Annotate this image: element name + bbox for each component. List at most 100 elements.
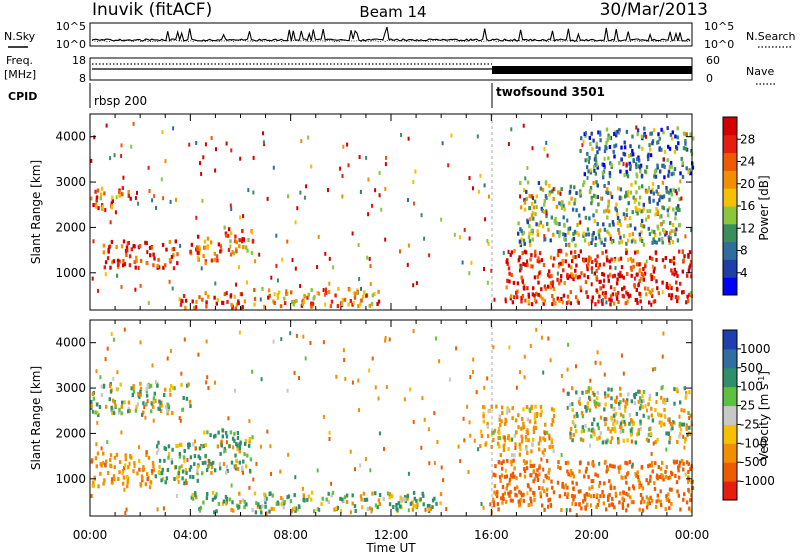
data-cell xyxy=(557,249,560,253)
data-cell xyxy=(645,408,648,413)
data-cell xyxy=(159,409,163,413)
data-cell xyxy=(296,206,299,211)
data-cell xyxy=(378,171,381,175)
data-cell xyxy=(530,442,534,447)
data-cell xyxy=(645,292,648,297)
data-cell xyxy=(265,496,268,501)
data-cell xyxy=(353,295,357,300)
data-cell xyxy=(216,258,219,263)
data-cell xyxy=(244,441,247,446)
data-cell xyxy=(533,199,537,204)
data-cell xyxy=(624,301,627,306)
data-cell xyxy=(509,473,513,478)
data-cell xyxy=(677,493,680,498)
data-cell xyxy=(653,299,657,304)
data-cell xyxy=(603,292,606,297)
data-cell xyxy=(411,500,414,505)
data-cell xyxy=(412,503,415,508)
data-cell xyxy=(670,286,673,291)
data-cell xyxy=(186,458,189,462)
data-cell xyxy=(500,496,503,501)
data-cell xyxy=(365,293,368,298)
data-cell xyxy=(138,445,140,450)
data-cell xyxy=(416,503,419,508)
data-cell xyxy=(551,302,554,307)
data-cell xyxy=(195,141,198,145)
data-cell xyxy=(483,385,486,390)
data-cell xyxy=(645,478,648,483)
data-cell xyxy=(615,133,618,138)
velocity-colorbar-color-block xyxy=(723,481,737,501)
data-cell xyxy=(620,425,623,430)
data-cell xyxy=(369,264,372,269)
data-cell xyxy=(683,439,687,444)
data-cell xyxy=(508,493,511,498)
data-cell xyxy=(243,299,247,304)
data-cell xyxy=(589,142,592,146)
data-cell xyxy=(538,251,542,256)
data-cell xyxy=(492,500,496,505)
data-cell xyxy=(497,427,501,431)
data-cell xyxy=(486,376,489,381)
data-cell xyxy=(214,281,217,286)
power-colorbar-tick-label: 16 xyxy=(740,199,755,213)
data-cell xyxy=(290,290,293,295)
data-cell xyxy=(614,429,617,434)
data-cell xyxy=(242,245,245,250)
data-cell xyxy=(577,253,580,258)
data-cell xyxy=(670,164,673,169)
data-cell xyxy=(360,505,364,510)
data-cell xyxy=(604,422,607,427)
data-cell xyxy=(544,286,547,291)
data-cell xyxy=(647,157,650,162)
data-cell xyxy=(297,504,301,509)
data-cell xyxy=(511,453,514,457)
data-cell xyxy=(508,481,511,486)
data-cell xyxy=(111,480,114,485)
data-cell xyxy=(128,408,131,413)
data-cell xyxy=(517,413,520,418)
data-cell xyxy=(163,393,166,397)
data-cell xyxy=(571,273,575,278)
data-cell xyxy=(583,238,587,243)
data-cell xyxy=(643,133,646,138)
data-cell xyxy=(522,459,526,464)
data-cell xyxy=(674,474,677,478)
data-cell xyxy=(532,205,536,210)
data-cell xyxy=(686,273,689,278)
data-cell xyxy=(486,238,489,243)
data-cell xyxy=(526,259,529,264)
data-cell xyxy=(640,500,643,505)
data-cell xyxy=(664,469,667,474)
data-cell xyxy=(651,141,654,146)
data-cell xyxy=(180,464,183,469)
data-cell xyxy=(607,278,610,283)
data-cell xyxy=(562,293,566,298)
data-cell xyxy=(254,259,257,264)
data-cell xyxy=(583,273,586,278)
data-cell xyxy=(625,508,628,513)
data-cell xyxy=(307,135,310,140)
data-cell xyxy=(477,447,480,452)
data-cell xyxy=(168,279,171,284)
data-cell xyxy=(117,410,121,415)
data-cell xyxy=(654,233,657,237)
data-cell xyxy=(612,421,615,426)
data-cell xyxy=(640,219,644,223)
data-cell xyxy=(470,260,473,265)
data-cell xyxy=(618,195,622,200)
data-cell xyxy=(603,184,606,188)
data-cell xyxy=(254,510,258,515)
data-cell xyxy=(621,293,624,298)
data-cell xyxy=(595,505,598,510)
data-cell xyxy=(601,171,605,176)
data-cell xyxy=(263,304,266,309)
data-cell xyxy=(571,238,574,243)
data-cell xyxy=(179,302,183,307)
data-cell xyxy=(293,506,296,511)
data-cell xyxy=(131,393,134,397)
data-cell xyxy=(505,486,508,491)
data-cell xyxy=(532,286,535,291)
data-cell xyxy=(585,466,588,471)
